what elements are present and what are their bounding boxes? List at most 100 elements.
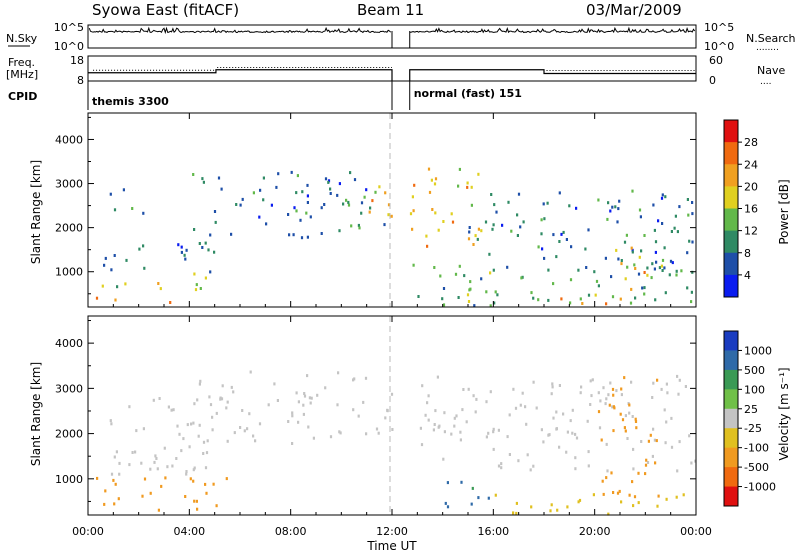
power-cell bbox=[342, 202, 345, 206]
velocity-cell bbox=[575, 436, 579, 440]
power-cell bbox=[638, 208, 642, 212]
velocity-cell bbox=[587, 450, 590, 454]
velocity-cell bbox=[241, 409, 244, 412]
velocity-cell bbox=[170, 408, 173, 412]
power-scale-tick-label: 12 bbox=[744, 225, 758, 238]
velocity-cell bbox=[612, 491, 615, 494]
date-title: 03/Mar/2009 bbox=[586, 1, 682, 19]
power-cell bbox=[686, 198, 689, 201]
power-cell bbox=[655, 260, 658, 264]
velocity-cell bbox=[117, 497, 120, 501]
power-cell bbox=[674, 214, 677, 218]
velocity-cell bbox=[558, 445, 561, 449]
velocity-cell bbox=[352, 408, 355, 412]
velocity-cell bbox=[663, 408, 666, 412]
power-cell bbox=[199, 287, 202, 290]
power-cell bbox=[547, 298, 550, 302]
velocity-cell bbox=[220, 397, 224, 401]
power-cell bbox=[676, 230, 679, 234]
power-cell bbox=[258, 215, 261, 219]
velocity-cell bbox=[694, 459, 697, 463]
velocity-cell bbox=[571, 408, 574, 412]
velocity-cell bbox=[160, 484, 163, 488]
velocity-cell bbox=[592, 493, 595, 497]
velocity-cell bbox=[613, 406, 616, 410]
power-cell bbox=[569, 278, 573, 282]
power-cell bbox=[466, 185, 469, 189]
power-cell bbox=[293, 206, 296, 210]
power-cell bbox=[491, 227, 494, 231]
power-cell bbox=[301, 190, 304, 194]
power-cell bbox=[620, 262, 623, 266]
beam-title: Beam 11 bbox=[357, 1, 424, 19]
power-cell bbox=[122, 188, 125, 192]
power-cell bbox=[668, 273, 671, 277]
power-cell bbox=[653, 267, 656, 271]
power-scale-swatch bbox=[724, 208, 738, 232]
velocity-cell bbox=[276, 399, 279, 402]
power-cell bbox=[353, 178, 357, 182]
power-cell bbox=[643, 292, 646, 296]
velocity-cell bbox=[657, 494, 660, 498]
velocity-cell bbox=[189, 477, 192, 481]
power-cell bbox=[480, 277, 483, 281]
power-cell bbox=[125, 258, 128, 262]
power-cell bbox=[519, 225, 522, 229]
velocity-cell bbox=[677, 392, 680, 396]
power-cell bbox=[670, 230, 673, 233]
power-cell bbox=[641, 286, 644, 290]
velocity-cell bbox=[324, 386, 327, 390]
power-cell bbox=[409, 212, 413, 216]
velocity-cell bbox=[424, 413, 427, 417]
velocity-cell bbox=[226, 400, 229, 404]
nsky-trace bbox=[88, 26, 392, 35]
power-cell bbox=[687, 213, 690, 217]
velocity-cell bbox=[152, 398, 155, 402]
velocity-cell bbox=[291, 442, 294, 445]
power-cell bbox=[488, 252, 491, 256]
velocity-cell bbox=[626, 437, 629, 440]
velocity-cell bbox=[267, 403, 270, 407]
station-title: Syowa East (fitACF) bbox=[92, 1, 239, 19]
velocity-scale-tick-label: -500 bbox=[744, 461, 769, 474]
velocity-cell bbox=[188, 445, 191, 449]
power-scale-tick-label: 24 bbox=[744, 158, 758, 171]
velocity-cell bbox=[198, 423, 201, 427]
velocity-cell bbox=[198, 382, 201, 386]
power-cell bbox=[470, 203, 473, 207]
velocity-scale-tick-label: -1000 bbox=[744, 481, 776, 494]
velocity-cell bbox=[652, 381, 655, 385]
freq-tick-top: 18 bbox=[70, 54, 84, 67]
velocity-cell bbox=[529, 468, 532, 472]
power-cell bbox=[217, 176, 221, 180]
velocity-cell bbox=[517, 459, 520, 463]
velocity-cell bbox=[646, 461, 650, 464]
velocity-cell bbox=[651, 454, 654, 458]
power-cell bbox=[610, 275, 613, 279]
time-tick-label: 12:00 bbox=[376, 525, 408, 538]
power-cell bbox=[691, 270, 694, 274]
velocity-cell bbox=[206, 439, 209, 443]
power-cell bbox=[469, 287, 472, 291]
power-cell bbox=[324, 177, 328, 181]
velocity-cell bbox=[258, 422, 262, 426]
cpid-row: themis 3300 normal (fast) 151 bbox=[87, 81, 522, 110]
velocity-cell bbox=[521, 391, 524, 395]
power-cell bbox=[569, 301, 572, 305]
velocity-cell bbox=[665, 497, 668, 501]
velocity-cell bbox=[566, 505, 569, 509]
velocity-cell bbox=[562, 412, 565, 416]
velocity-cell bbox=[254, 439, 257, 443]
power-cell bbox=[467, 237, 471, 241]
velocity-cell bbox=[329, 435, 333, 439]
velocity-cell bbox=[459, 430, 462, 434]
velocity-panel: 1000 2000 3000 4000 bbox=[55, 315, 697, 516]
power-cell bbox=[558, 191, 561, 195]
velocity-cell bbox=[131, 451, 134, 454]
power-cell bbox=[638, 255, 641, 259]
power-cell bbox=[658, 266, 661, 270]
power-cell bbox=[568, 204, 571, 208]
power-cell bbox=[299, 218, 302, 222]
velocity-cell bbox=[391, 428, 394, 431]
